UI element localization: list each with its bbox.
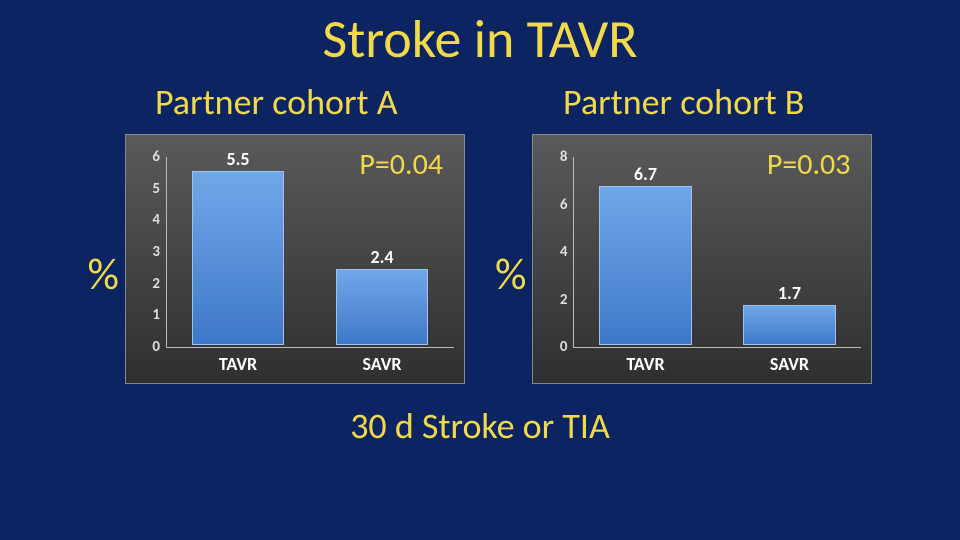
bar: 5.5 xyxy=(192,171,284,345)
y-tick: 1 xyxy=(138,306,160,324)
y-tick: 4 xyxy=(545,243,567,261)
slide-title: Stroke in TAVR xyxy=(0,0,960,72)
bar-value-label: 5.5 xyxy=(193,148,283,170)
y-tick: 6 xyxy=(545,196,567,214)
plot-area-left: 5.5 2.4 xyxy=(166,157,452,345)
y-axis xyxy=(166,157,167,347)
panel-left: Partner cohort A % 5.5 2.4 0 1 2 3 4 5 6 TAVR SAV… xyxy=(88,80,465,384)
bar-value-label: 2.4 xyxy=(337,246,427,268)
y-tick: 2 xyxy=(138,275,160,293)
x-axis xyxy=(573,347,861,348)
y-tick: 0 xyxy=(138,338,160,356)
p-value-left: P=0.04 xyxy=(359,146,443,183)
plot-area-right: 6.7 1.7 xyxy=(573,157,859,345)
bar: 6.7 xyxy=(599,186,691,345)
y-tick: 3 xyxy=(138,243,160,261)
percent-symbol-left: % xyxy=(88,247,119,301)
y-tick: 6 xyxy=(138,148,160,166)
y-tick: 2 xyxy=(545,291,567,309)
bar-value-label: 6.7 xyxy=(600,163,690,185)
p-value-right: P=0.03 xyxy=(767,146,851,183)
subtitle-left: Partner cohort A xyxy=(155,80,398,124)
y-tick: 0 xyxy=(545,338,567,356)
x-axis xyxy=(166,347,454,348)
bar: 1.7 xyxy=(743,305,835,345)
y-axis xyxy=(573,157,574,347)
category-label: SAVR xyxy=(744,353,834,375)
slide: Stroke in TAVR Partner cohort A % 5.5 2.4… xyxy=(0,0,960,540)
category-label: SAVR xyxy=(337,353,427,375)
subtitle-right: Partner cohort B xyxy=(563,80,804,124)
y-tick: 5 xyxy=(138,180,160,198)
y-tick: 4 xyxy=(138,211,160,229)
y-tick: 8 xyxy=(545,148,567,166)
bar-value-label: 1.7 xyxy=(744,282,834,304)
category-label: TAVR xyxy=(600,353,690,375)
slide-footer: 30 d Stroke or TIA xyxy=(0,404,960,448)
bar: 2.4 xyxy=(336,269,428,345)
percent-symbol-right: % xyxy=(495,247,526,301)
panel-row: Partner cohort A % 5.5 2.4 0 1 2 3 4 5 6 TAVR SAV… xyxy=(0,80,960,384)
panel-right: Partner cohort B % 6.71.7 02468TAVRSAVR … xyxy=(495,80,872,384)
category-label: TAVR xyxy=(193,353,283,375)
